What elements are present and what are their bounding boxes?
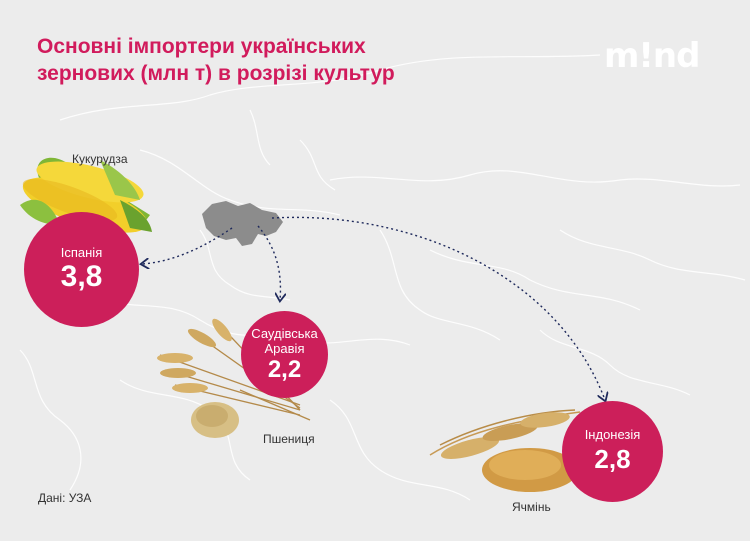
corn-image (20, 157, 152, 233)
country-name: Іспанія (60, 245, 103, 260)
page-title: Основні імпортери українських зернових (… (37, 33, 457, 87)
route-spain (142, 227, 233, 264)
crop-label-barley: Ячмінь (512, 500, 551, 514)
import-value: 2,8 (594, 444, 631, 474)
import-value: 2,2 (267, 355, 302, 383)
import-value: 3,8 (60, 260, 103, 293)
country-name: Індонезія (584, 427, 641, 442)
data-source: Дані: УЗА (38, 491, 92, 505)
route-saudi (257, 225, 280, 300)
map-borders (19, 54, 746, 501)
importer-bubble-spain: Іспанія 3,8 (24, 212, 139, 327)
importer-bubble-saudi-arabia: Саудівська Аравія 2,2 (241, 311, 328, 398)
brand-logo: m!nd (604, 36, 700, 76)
crop-label-corn: Кукурудза (72, 152, 128, 166)
country-name-line-2: Аравія (264, 340, 305, 356)
barley-image (429, 409, 581, 492)
importer-bubble-indonesia: Індонезія 2,8 (562, 401, 663, 502)
crop-label-wheat: Пшениця (263, 432, 315, 446)
title-line-1: Основні імпортери українських (37, 35, 366, 58)
title-line-2: зернових (млн т) в розрізі культур (37, 62, 395, 85)
country-name-line-1: Саудівська (251, 325, 318, 341)
